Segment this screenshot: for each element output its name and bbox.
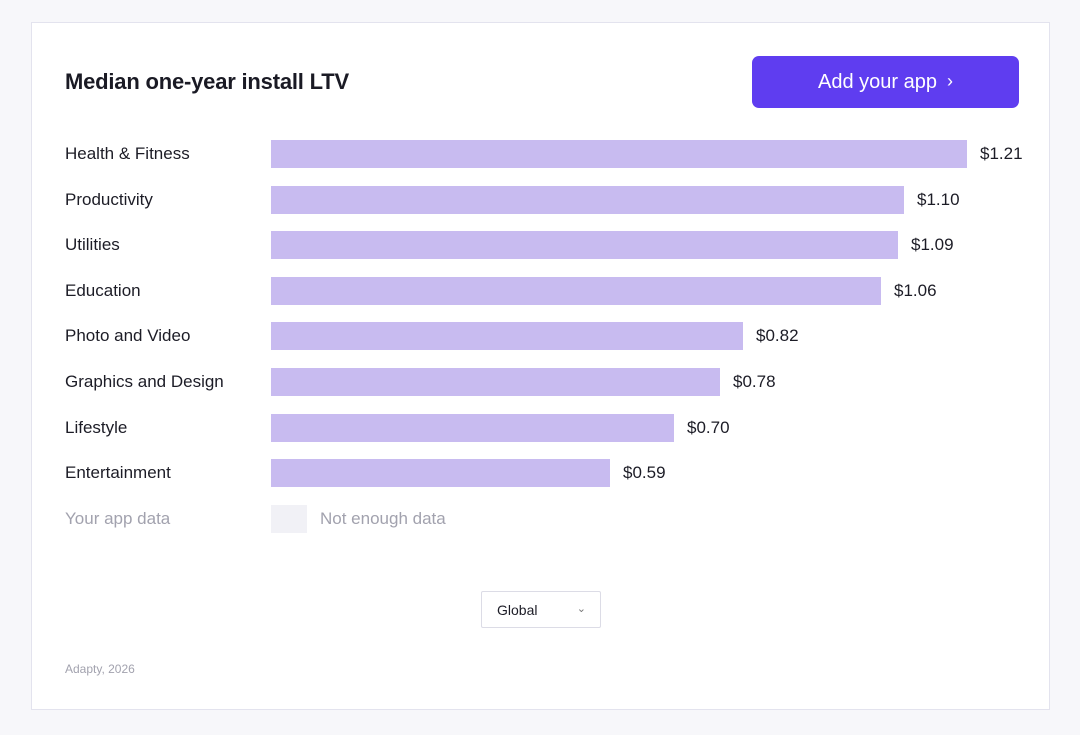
- your-app-status: Not enough data: [320, 509, 446, 528]
- region-select[interactable]: Global ⌄: [481, 591, 601, 628]
- category-label: Education: [65, 280, 141, 300]
- add-your-app-label: Add your app: [818, 70, 937, 93]
- chevron-right-icon: ›: [946, 70, 953, 91]
- category-label: Productivity: [65, 189, 153, 209]
- category-label: Graphics and Design: [65, 372, 224, 391]
- ltv-bar-chart: Health & Fitness $1.21 Productivity $1.10 Ut…: [32, 23, 1051, 583]
- category-label: Lifestyle: [65, 417, 128, 437]
- value-label: $0.59: [623, 463, 666, 483]
- your-app-placeholder-bar: [271, 505, 307, 533]
- value-label: $1.10: [917, 189, 960, 209]
- category-label: Entertainment: [65, 463, 171, 483]
- ltv-card: Median one-year install LTV Add your app…: [31, 22, 1050, 710]
- bar: [271, 459, 610, 488]
- bar: [271, 322, 743, 351]
- region-select-value: Global: [497, 601, 538, 618]
- value-label: $1.06: [894, 280, 937, 300]
- bar: [271, 368, 720, 396]
- value-label: $1.21: [980, 144, 1023, 163]
- source-footer: Adapty, 2026: [65, 662, 135, 676]
- value-label: $0.82: [756, 326, 799, 346]
- chevron-down-icon: ⌄: [576, 603, 586, 615]
- category-label: Health & Fitness: [65, 144, 190, 163]
- add-your-app-button[interactable]: Add your app ›: [752, 56, 1019, 108]
- category-label: Photo and Video: [65, 326, 191, 346]
- your-app-label: Your app data: [65, 509, 171, 528]
- bar: [271, 276, 881, 305]
- value-label: $0.70: [687, 417, 730, 437]
- bar: [271, 140, 967, 168]
- value-label: $0.78: [733, 372, 776, 391]
- value-label: $1.09: [911, 235, 954, 255]
- bar: [271, 231, 898, 260]
- bar: [271, 185, 904, 214]
- bar: [271, 413, 674, 442]
- chart-title: Median one-year install LTV: [65, 69, 349, 94]
- category-label: Utilities: [65, 235, 120, 255]
